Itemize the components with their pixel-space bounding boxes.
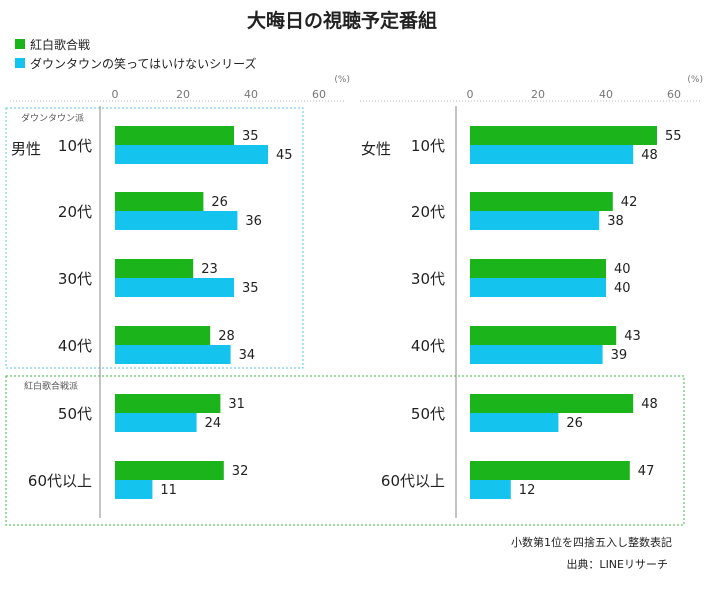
bar-kohaku — [470, 394, 634, 413]
bar-downtown — [470, 413, 559, 432]
tick-label: 40 — [244, 88, 258, 101]
footnote: 小数第1位を四捨五入し整数表記 — [511, 535, 672, 549]
tick-label: 60 — [667, 88, 681, 101]
kohaku-group-label: 紅白歌合戦派 — [24, 380, 78, 392]
tick-label: 0 — [467, 88, 474, 101]
tick-label: 40 — [599, 88, 613, 101]
value-label: 31 — [228, 397, 245, 412]
legend: 紅白歌合戦 ダウンタウンの笑ってはいけないシリーズ — [15, 37, 257, 71]
kohaku-group-box — [5, 375, 685, 526]
value-label: 42 — [621, 195, 638, 210]
value-label: 26 — [211, 195, 228, 210]
value-label: 23 — [201, 262, 218, 277]
legend-swatch-downtown — [15, 58, 25, 68]
gender-label: 女性 — [361, 140, 391, 158]
bar-kohaku — [115, 394, 221, 413]
bar-kohaku — [470, 192, 613, 211]
value-label: 45 — [276, 148, 293, 163]
category-label: 60代以上 — [381, 472, 445, 490]
bar-downtown — [115, 278, 234, 297]
value-label: 26 — [566, 416, 583, 431]
category-label: 20代 — [411, 203, 445, 221]
bar-downtown — [470, 278, 606, 297]
bar-kohaku — [470, 326, 617, 345]
value-label: 38 — [607, 214, 624, 229]
bar-downtown — [470, 145, 634, 164]
bar-kohaku — [115, 126, 234, 145]
value-label: 40 — [614, 281, 631, 296]
bar-kohaku — [115, 259, 194, 278]
tick-label: 20 — [531, 88, 545, 101]
bar-kohaku — [470, 461, 630, 480]
value-label: 28 — [218, 329, 235, 344]
category-label: 40代 — [58, 337, 92, 355]
value-label: 39 — [611, 348, 628, 363]
bar-downtown — [470, 480, 511, 499]
category-label: 10代 — [411, 137, 445, 155]
value-label: 34 — [239, 348, 256, 363]
gender-label: 男性 — [11, 140, 41, 158]
category-label: 50代 — [411, 405, 445, 423]
category-label: 40代 — [411, 337, 445, 355]
panel-1: (%) 0 20 40 60 女性 10代 55 48 20代 42 38 30代 40 40 40代 43 39… — [360, 75, 703, 518]
unit-label: (%) — [687, 75, 703, 85]
value-label: 11 — [160, 483, 177, 498]
unit-label: (%) — [334, 75, 350, 85]
value-label: 47 — [638, 464, 655, 479]
legend-label-downtown: ダウンタウンの笑ってはいけないシリーズ — [30, 56, 257, 71]
value-label: 32 — [232, 464, 249, 479]
value-label: 24 — [205, 416, 222, 431]
downtown-group-box — [5, 107, 304, 369]
panel-0: (%) 0 20 40 60 男性 10代 35 45 20代 26 36 30代 23 35 40代 28 34… — [10, 75, 350, 518]
chart-title: 大晦日の視聴予定番組 — [247, 9, 437, 32]
value-label: 43 — [624, 329, 641, 344]
tick-label: 60 — [312, 88, 326, 101]
downtown-group-label: ダウンタウン派 — [21, 112, 84, 124]
value-label: 48 — [641, 397, 658, 412]
bar-downtown — [115, 413, 197, 432]
bar-downtown — [470, 211, 600, 230]
value-label: 55 — [665, 129, 682, 144]
value-label: 35 — [242, 129, 259, 144]
value-label: 12 — [519, 483, 536, 498]
legend-swatch-kohaku — [15, 39, 25, 49]
value-label: 36 — [245, 214, 262, 229]
bar-downtown — [115, 145, 268, 164]
category-label: 50代 — [58, 405, 92, 423]
bar-kohaku — [115, 326, 211, 345]
tick-label: 0 — [112, 88, 119, 101]
bar-kohaku — [470, 126, 657, 145]
bar-kohaku — [115, 461, 224, 480]
bar-kohaku — [115, 192, 204, 211]
value-label: 40 — [614, 262, 631, 277]
category-label: 30代 — [58, 270, 92, 288]
category-label: 10代 — [58, 137, 92, 155]
source-note: 出典：LINEリサーチ — [566, 557, 668, 571]
value-label: 35 — [242, 281, 259, 296]
bar-kohaku — [470, 259, 606, 278]
tick-label: 20 — [176, 88, 190, 101]
category-label: 60代以上 — [28, 472, 92, 490]
category-label: 20代 — [58, 203, 92, 221]
bar-downtown — [115, 345, 231, 364]
value-label: 48 — [641, 148, 658, 163]
category-label: 30代 — [411, 270, 445, 288]
bar-downtown — [115, 211, 238, 230]
legend-label-kohaku: 紅白歌合戦 — [30, 37, 90, 52]
bar-downtown — [115, 480, 153, 499]
bar-downtown — [470, 345, 603, 364]
